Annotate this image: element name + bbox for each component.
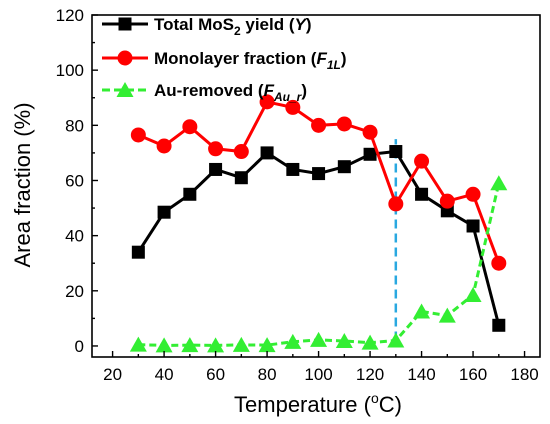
y-tick-label: 20 — [65, 282, 84, 301]
data-point — [130, 127, 146, 143]
y-tick-label: 40 — [65, 227, 84, 246]
data-point — [335, 333, 353, 349]
data-point — [439, 193, 455, 209]
data-point — [337, 160, 351, 174]
data-point — [413, 303, 431, 319]
data-point — [258, 337, 276, 353]
y-tick-label: 120 — [56, 6, 84, 25]
data-point — [310, 331, 328, 347]
legend-marker-total-yield — [118, 17, 132, 31]
data-point — [129, 336, 147, 352]
data-point — [362, 124, 378, 140]
legend-marker-au-removed — [116, 82, 134, 97]
x-tick-label: 20 — [103, 365, 122, 384]
x-tick-label: 140 — [407, 365, 435, 384]
data-point — [259, 94, 275, 110]
data-point — [388, 196, 404, 212]
x-tick-label: 40 — [155, 365, 174, 384]
data-point — [181, 337, 199, 353]
legend-entry-total-yield: Total MoS2 yield (Y) — [102, 15, 312, 38]
y-tick-label: 60 — [65, 171, 84, 190]
legend: Total MoS2 yield (Y) Monolayer fraction … — [102, 15, 347, 104]
data-point — [285, 99, 301, 115]
data-point — [492, 318, 506, 332]
data-point — [466, 219, 480, 233]
data-point — [311, 117, 327, 133]
series-2 — [129, 175, 508, 353]
data-point — [260, 146, 274, 160]
data-point — [286, 162, 300, 176]
data-point — [232, 336, 250, 352]
data-point — [363, 147, 377, 161]
x-tick-label: 160 — [459, 365, 487, 384]
data-point — [157, 205, 171, 219]
series-layer — [129, 94, 508, 353]
axes: 20 40 60 80 100 120 140 160 180 0 20 40 60 80 100 120 — [56, 6, 541, 384]
plot-frame — [91, 14, 541, 358]
legend-label-au-removed: Au-removed (FAu_r) — [154, 81, 307, 104]
x-tick-label: 120 — [356, 365, 384, 384]
legend-entry-au-removed: Au-removed (FAu_r) — [102, 81, 307, 104]
y-tick-label: 0 — [75, 337, 84, 356]
data-point — [465, 186, 481, 202]
legend-label-monolayer: Monolayer fraction (F1L) — [154, 49, 347, 72]
x-axis-title: Temperature (oC) — [234, 390, 402, 417]
data-point — [131, 245, 145, 259]
data-point — [156, 138, 172, 154]
data-point — [284, 333, 302, 349]
data-point — [389, 145, 403, 159]
data-point — [183, 187, 197, 201]
data-point — [233, 144, 249, 160]
data-point — [490, 175, 508, 191]
data-point — [312, 167, 326, 181]
data-point — [491, 255, 507, 271]
legend-label-total-yield: Total MoS2 yield (Y) — [154, 15, 312, 38]
data-point — [464, 286, 482, 302]
data-point — [155, 337, 173, 353]
data-point — [387, 332, 405, 348]
data-point — [438, 307, 456, 323]
y-tick-label: 80 — [65, 116, 84, 135]
data-point — [415, 187, 429, 201]
x-tick-label: 80 — [258, 365, 277, 384]
x-tick-label: 60 — [206, 365, 225, 384]
data-point — [208, 141, 224, 157]
y-tick-label: 100 — [56, 61, 84, 80]
y-axis-title: Area fraction (%) — [10, 102, 35, 267]
data-point — [234, 171, 248, 185]
data-point — [336, 116, 352, 132]
data-point — [182, 119, 198, 135]
data-point — [209, 162, 223, 176]
x-tick-label: 180 — [510, 365, 538, 384]
data-point — [414, 153, 430, 169]
data-point — [361, 334, 379, 350]
series-1 — [130, 94, 507, 271]
series-0 — [131, 145, 506, 332]
x-tick-label: 100 — [304, 365, 332, 384]
legend-marker-monolayer — [117, 50, 133, 66]
legend-entry-monolayer: Monolayer fraction (F1L) — [102, 49, 347, 72]
data-point — [207, 337, 225, 353]
